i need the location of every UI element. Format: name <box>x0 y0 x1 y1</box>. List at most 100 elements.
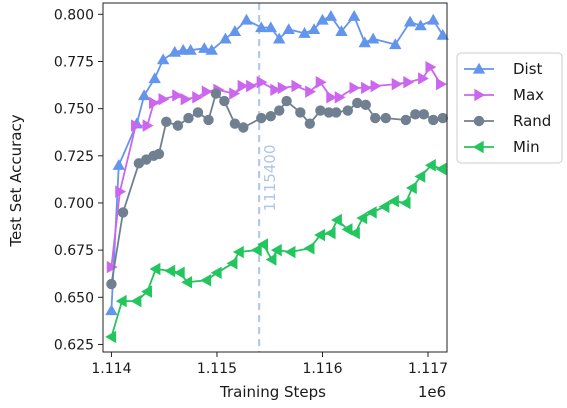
legend-marker-max <box>474 88 486 102</box>
data-point-min <box>356 211 368 225</box>
data-point-max <box>305 85 317 98</box>
data-point-min <box>348 226 360 240</box>
data-point-rand <box>256 112 267 124</box>
data-point-max <box>246 79 257 93</box>
data-point-rand <box>380 112 391 124</box>
data-point-min <box>424 159 436 172</box>
data-point-dist <box>307 23 321 35</box>
data-point-max <box>403 76 415 89</box>
data-point-dist <box>198 42 211 53</box>
data-point-min <box>250 243 262 257</box>
data-point-dist <box>240 13 253 25</box>
legend-label-rand: Rand <box>513 112 551 130</box>
data-point-rand <box>172 120 184 131</box>
data-point-rand <box>153 148 165 160</box>
data-point-max <box>142 119 154 132</box>
data-point-rand <box>117 207 129 218</box>
data-point-dist <box>105 304 118 316</box>
data-point-min <box>324 226 336 240</box>
y-tick-label: 0.700 <box>54 196 94 212</box>
data-point-min <box>210 266 222 279</box>
data-point-rand <box>418 109 429 120</box>
data-point-min <box>435 162 447 176</box>
y-axis-label: Test Set Accuracy <box>7 114 25 247</box>
data-point-max <box>131 119 142 132</box>
data-point-rand <box>315 105 326 116</box>
data-point-dist <box>282 23 295 35</box>
data-point-max <box>172 89 184 102</box>
plot-layer: 1115400 0.625 0.650 0.675 0.700 0.725 0.750 0.7… <box>7 2 449 401</box>
data-point-dist <box>112 159 126 170</box>
data-point-rand <box>342 105 354 116</box>
data-point-max <box>277 81 289 95</box>
data-point-rand <box>400 114 412 126</box>
data-point-rand <box>161 116 172 128</box>
data-point-dist <box>219 32 232 44</box>
data-point-rand <box>304 118 316 129</box>
data-point-min <box>130 294 142 308</box>
y-tick-label: 0.725 <box>54 149 94 165</box>
data-point-dist <box>273 32 286 44</box>
data-point-rand <box>203 114 214 126</box>
data-point-max <box>106 260 118 274</box>
data-point-rand <box>219 95 230 107</box>
y-tick-label: 0.650 <box>54 290 94 306</box>
data-point-max <box>391 77 403 91</box>
data-point-rand <box>410 109 421 120</box>
data-point-min <box>284 245 296 259</box>
data-point-dist <box>264 21 277 33</box>
x-offset-label: 1e6 <box>418 383 446 401</box>
data-point-dist <box>205 43 218 55</box>
legend-marker-dist <box>472 62 486 74</box>
data-point-rand <box>437 112 448 124</box>
data-point-min <box>173 266 185 279</box>
data-point-max <box>370 79 382 93</box>
data-point-rand <box>331 107 342 118</box>
x-axis-label: Training Steps <box>219 383 326 401</box>
data-point-dist <box>403 15 417 27</box>
data-point-max <box>115 185 127 198</box>
data-point-max <box>256 76 268 89</box>
data-point-min <box>270 243 282 257</box>
data-point-max <box>158 93 170 106</box>
data-point-dist <box>347 10 361 21</box>
data-point-min <box>257 238 269 251</box>
x-tick-label: 1.117 <box>408 361 448 377</box>
data-point-dist <box>148 72 161 84</box>
data-point-rand <box>229 118 241 129</box>
data-point-rand <box>274 105 285 116</box>
data-point-max <box>237 79 249 93</box>
y-tick-label: 0.775 <box>54 54 94 70</box>
data-point-min <box>226 257 238 270</box>
data-point-rand <box>281 95 292 107</box>
data-point-min <box>378 200 390 213</box>
data-point-min <box>314 228 326 242</box>
data-point-max <box>326 91 338 104</box>
data-point-dist <box>358 36 371 48</box>
data-point-min <box>365 206 377 219</box>
data-point-dist <box>335 25 348 36</box>
data-point-dist <box>156 53 170 65</box>
legend: Dist Max Rand Min <box>456 52 563 164</box>
data-point-rand <box>238 122 249 133</box>
data-point-rand <box>265 110 276 122</box>
data-point-max <box>192 91 204 104</box>
data-point-max <box>149 96 160 110</box>
data-point-rand <box>106 278 117 290</box>
data-point-min <box>399 196 411 210</box>
data-point-rand <box>295 107 306 118</box>
data-point-max <box>418 72 429 85</box>
y-tick-label: 0.800 <box>54 7 94 23</box>
data-point-dist <box>436 28 449 40</box>
data-point-dist <box>228 25 242 36</box>
data-point-rand <box>352 97 363 109</box>
y-tick-label: 0.625 <box>54 337 94 353</box>
data-point-min <box>265 253 277 266</box>
data-point-max <box>436 77 447 91</box>
data-point-max <box>180 93 192 106</box>
data-point-min <box>331 213 342 227</box>
data-point-max <box>315 76 327 89</box>
data-point-max <box>270 83 282 96</box>
data-point-min <box>200 274 212 287</box>
